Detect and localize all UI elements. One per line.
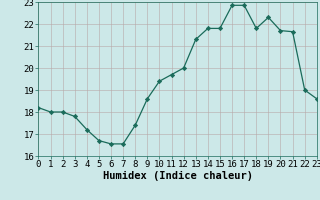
X-axis label: Humidex (Indice chaleur): Humidex (Indice chaleur) <box>103 171 252 181</box>
